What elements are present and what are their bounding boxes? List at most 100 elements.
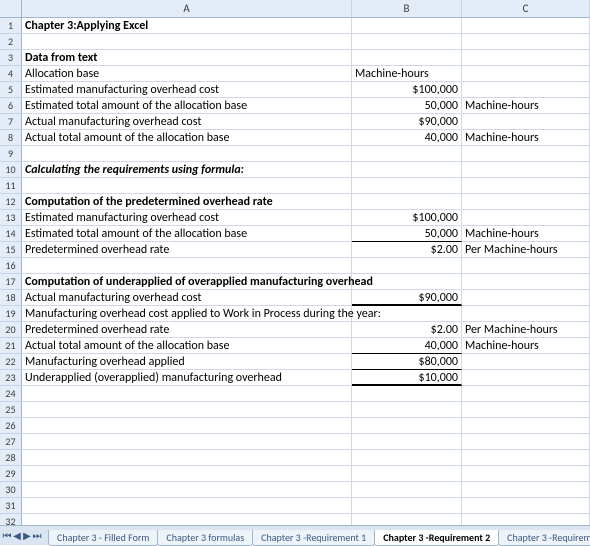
cell-A30[interactable]	[22, 482, 352, 498]
cell-B28[interactable]	[352, 450, 462, 466]
cell-A23[interactable]: Underapplied (overapplied) manufacturing…	[22, 370, 352, 386]
cell-A17[interactable]: Computation of underapplied of overappli…	[22, 274, 352, 290]
cell-B23[interactable]: $10,000	[352, 370, 462, 386]
cell-C12[interactable]	[462, 194, 590, 210]
row-header[interactable]: 21	[0, 338, 22, 354]
cell-A20[interactable]: Predetermined overhead rate	[22, 322, 352, 338]
row-header[interactable]: 14	[0, 226, 22, 242]
cell-B3[interactable]	[352, 50, 462, 66]
cell-C27[interactable]	[462, 434, 590, 450]
cell-C20[interactable]: Per Machine-hours	[462, 322, 590, 338]
cell-A13[interactable]: Estimated manufacturing overhead cost	[22, 210, 352, 226]
cell-C30[interactable]	[462, 482, 590, 498]
row-header[interactable]: 28	[0, 450, 22, 466]
row-header[interactable]: 18	[0, 290, 22, 306]
cell-C19[interactable]	[462, 306, 590, 322]
cell-A9[interactable]	[22, 146, 352, 162]
nav-first-icon[interactable]: ⏮	[2, 529, 12, 543]
cell-A6[interactable]: Estimated total amount of the allocation…	[22, 98, 352, 114]
cell-C3[interactable]	[462, 50, 590, 66]
col-header-c[interactable]: C	[462, 0, 590, 18]
row-header[interactable]: 1	[0, 18, 22, 34]
cell-A5[interactable]: Estimated manufacturing overhead cost	[22, 82, 352, 98]
row-header[interactable]: 24	[0, 386, 22, 402]
cell-C16[interactable]	[462, 258, 590, 274]
cell-B31[interactable]	[352, 498, 462, 514]
cell-B15[interactable]: $2.00	[352, 242, 462, 258]
cell-A3[interactable]: Data from text	[22, 50, 352, 66]
cell-B8[interactable]: 40,000	[352, 130, 462, 146]
cell-B4[interactable]: Machine-hours	[352, 66, 462, 82]
cell-B14[interactable]: 50,000	[352, 226, 462, 242]
cell-C17[interactable]	[462, 274, 590, 290]
row-header[interactable]: 23	[0, 370, 22, 386]
sheet-tab[interactable]: Chapter 3 -Requirement 3	[498, 530, 590, 546]
row-header[interactable]: 6	[0, 98, 22, 114]
cell-B17[interactable]	[352, 274, 462, 290]
cell-C8[interactable]: Machine-hours	[462, 130, 590, 146]
sheet-tab[interactable]: Chapter 3 -Requirement 1	[252, 530, 375, 546]
row-header[interactable]: 11	[0, 178, 22, 194]
cell-B5[interactable]: $100,000	[352, 82, 462, 98]
cell-C15[interactable]: Per Machine-hours	[462, 242, 590, 258]
cell-A7[interactable]: Actual manufacturing overhead cost	[22, 114, 352, 130]
sheet-tab[interactable]: Chapter 3 formulas	[157, 530, 253, 546]
cell-A29[interactable]	[22, 466, 352, 482]
cell-B24[interactable]	[352, 386, 462, 402]
cell-B10[interactable]	[352, 162, 462, 178]
cell-A22[interactable]: Manufacturing overhead applied	[22, 354, 352, 370]
row-header[interactable]: 12	[0, 194, 22, 210]
col-header-b[interactable]: B	[352, 0, 462, 18]
cell-C21[interactable]: Machine-hours	[462, 338, 590, 354]
cell-B6[interactable]: 50,000	[352, 98, 462, 114]
cell-A19[interactable]: Manufacturing overhead cost applied to W…	[22, 306, 352, 322]
cell-B21[interactable]: 40,000	[352, 338, 462, 354]
cell-B30[interactable]	[352, 482, 462, 498]
cell-B11[interactable]	[352, 178, 462, 194]
cell-C4[interactable]	[462, 66, 590, 82]
cell-C31[interactable]	[462, 498, 590, 514]
cell-A21[interactable]: Actual total amount of the allocation ba…	[22, 338, 352, 354]
select-all-corner[interactable]	[0, 0, 22, 18]
cell-C6[interactable]: Machine-hours	[462, 98, 590, 114]
cell-A25[interactable]	[22, 402, 352, 418]
cell-A10[interactable]: Calculating the requirements using formu…	[22, 162, 352, 178]
cell-B18[interactable]: $90,000	[352, 290, 462, 306]
cell-B16[interactable]	[352, 258, 462, 274]
row-header[interactable]: 19	[0, 306, 22, 322]
nav-last-icon[interactable]: ⏭	[32, 529, 42, 543]
cell-A1[interactable]: Chapter 3:Applying Excel	[22, 18, 352, 34]
cell-C23[interactable]	[462, 370, 590, 386]
row-header[interactable]: 4	[0, 66, 22, 82]
row-header[interactable]: 17	[0, 274, 22, 290]
cell-B19[interactable]	[352, 306, 462, 322]
cell-A12[interactable]: Computation of the predetermined overhea…	[22, 194, 352, 210]
row-header[interactable]: 8	[0, 130, 22, 146]
cell-B27[interactable]	[352, 434, 462, 450]
row-header[interactable]: 7	[0, 114, 22, 130]
cell-A16[interactable]	[22, 258, 352, 274]
nav-prev-icon[interactable]: ◀	[12, 529, 22, 543]
cell-A8[interactable]: Actual total amount of the allocation ba…	[22, 130, 352, 146]
cell-C5[interactable]	[462, 82, 590, 98]
row-header[interactable]: 27	[0, 434, 22, 450]
cell-C13[interactable]	[462, 210, 590, 226]
cell-C22[interactable]	[462, 354, 590, 370]
cell-C7[interactable]	[462, 114, 590, 130]
row-header[interactable]: 10	[0, 162, 22, 178]
cell-B7[interactable]: $90,000	[352, 114, 462, 130]
nav-next-icon[interactable]: ▶	[22, 529, 32, 543]
cell-C14[interactable]: Machine-hours	[462, 226, 590, 242]
row-header[interactable]: 15	[0, 242, 22, 258]
cell-B13[interactable]: $100,000	[352, 210, 462, 226]
row-header[interactable]: 2	[0, 34, 22, 50]
cell-B22[interactable]: $80,000	[352, 354, 462, 370]
cell-C18[interactable]	[462, 290, 590, 306]
row-header[interactable]: 25	[0, 402, 22, 418]
cell-A2[interactable]	[22, 34, 352, 50]
row-header[interactable]: 31	[0, 498, 22, 514]
cell-A31[interactable]	[22, 498, 352, 514]
cell-A11[interactable]	[22, 178, 352, 194]
row-header[interactable]: 30	[0, 482, 22, 498]
cell-B20[interactable]: $2.00	[352, 322, 462, 338]
